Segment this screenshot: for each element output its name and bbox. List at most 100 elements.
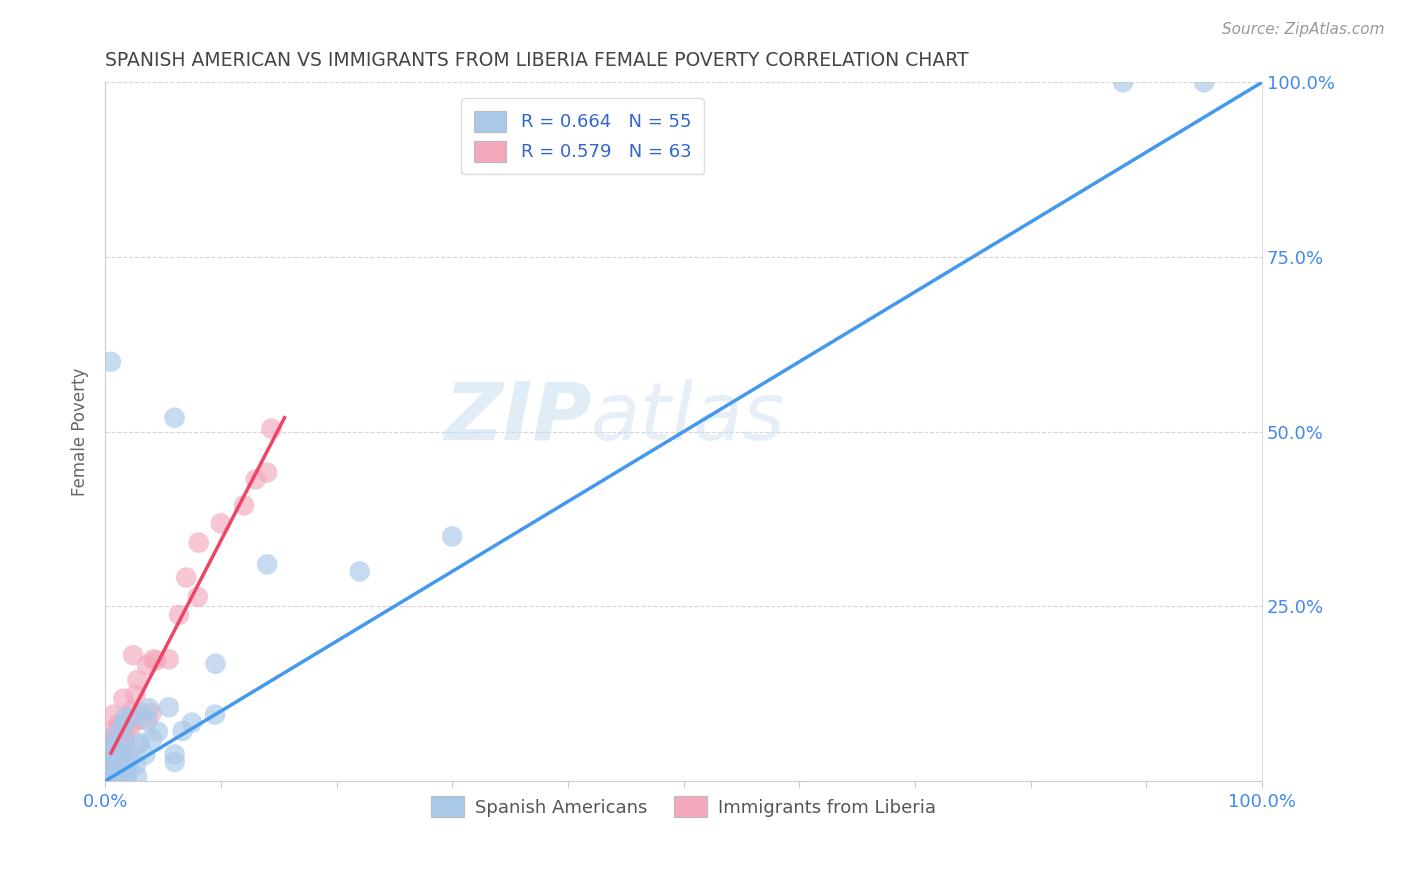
Point	[163, 410, 186, 425]
Point	[260, 422, 283, 436]
Point	[98, 771, 121, 785]
Point	[1112, 75, 1135, 89]
Point	[122, 648, 145, 662]
Point	[96, 757, 118, 772]
Point	[114, 738, 136, 752]
Point	[100, 751, 122, 765]
Text: SPANISH AMERICAN VS IMMIGRANTS FROM LIBERIA FEMALE POVERTY CORRELATION CHART: SPANISH AMERICAN VS IMMIGRANTS FROM LIBE…	[105, 51, 969, 70]
Point	[145, 653, 167, 667]
Point	[108, 718, 131, 732]
Point	[98, 757, 121, 772]
Point	[97, 725, 120, 739]
Point	[105, 747, 128, 761]
Point	[349, 565, 371, 579]
Text: atlas: atlas	[591, 379, 786, 457]
Point	[96, 771, 118, 785]
Point	[136, 658, 159, 673]
Point	[112, 771, 135, 785]
Point	[107, 743, 129, 757]
Point	[96, 754, 118, 768]
Point	[1192, 75, 1215, 89]
Point	[103, 746, 125, 760]
Point	[163, 747, 186, 762]
Point	[131, 706, 153, 720]
Point	[103, 736, 125, 750]
Point	[97, 758, 120, 772]
Point	[167, 607, 190, 622]
Point	[110, 724, 132, 739]
Point	[245, 472, 267, 486]
Point	[121, 710, 143, 724]
Point	[441, 529, 464, 543]
Point	[110, 763, 132, 777]
Point	[105, 739, 128, 753]
Point	[117, 769, 139, 783]
Point	[112, 717, 135, 731]
Point	[114, 722, 136, 736]
Y-axis label: Female Poverty: Female Poverty	[72, 368, 89, 496]
Point	[105, 741, 128, 756]
Point	[111, 720, 134, 734]
Point	[107, 756, 129, 770]
Point	[124, 711, 146, 725]
Point	[127, 673, 149, 687]
Point	[108, 759, 131, 773]
Point	[125, 757, 148, 772]
Point	[96, 771, 118, 785]
Point	[114, 771, 136, 785]
Point	[111, 761, 134, 775]
Point	[111, 761, 134, 775]
Point	[256, 466, 278, 480]
Point	[98, 735, 121, 749]
Point	[124, 688, 146, 702]
Point	[118, 754, 141, 768]
Point	[157, 700, 180, 714]
Point	[103, 741, 125, 756]
Point	[101, 731, 124, 745]
Point	[114, 736, 136, 750]
Point	[96, 771, 118, 785]
Point	[136, 714, 159, 728]
Point	[146, 724, 169, 739]
Point	[103, 750, 125, 764]
Point	[100, 756, 122, 771]
Point	[127, 738, 149, 752]
Point	[233, 499, 256, 513]
Point	[105, 735, 128, 749]
Point	[118, 716, 141, 731]
Point	[142, 652, 165, 666]
Point	[107, 771, 129, 785]
Point	[107, 745, 129, 759]
Point	[138, 701, 160, 715]
Point	[172, 723, 194, 738]
Point	[187, 590, 209, 604]
Point	[104, 736, 127, 750]
Point	[96, 753, 118, 767]
Point	[256, 558, 278, 572]
Point	[107, 717, 129, 731]
Point	[111, 752, 134, 766]
Point	[101, 771, 124, 785]
Point	[104, 738, 127, 752]
Point	[115, 765, 138, 780]
Point	[204, 657, 226, 671]
Point	[96, 771, 118, 785]
Point	[96, 762, 118, 776]
Text: Source: ZipAtlas.com: Source: ZipAtlas.com	[1222, 22, 1385, 37]
Point	[101, 771, 124, 785]
Point	[127, 769, 149, 783]
Text: ZIP: ZIP	[444, 379, 591, 457]
Point	[129, 736, 152, 750]
Point	[112, 728, 135, 742]
Point	[97, 732, 120, 747]
Point	[103, 745, 125, 759]
Point	[103, 752, 125, 766]
Point	[131, 713, 153, 727]
Point	[96, 756, 118, 770]
Point	[101, 742, 124, 756]
Point	[105, 764, 128, 779]
Point	[100, 755, 122, 769]
Point	[141, 731, 163, 746]
Point	[111, 743, 134, 757]
Point	[157, 652, 180, 666]
